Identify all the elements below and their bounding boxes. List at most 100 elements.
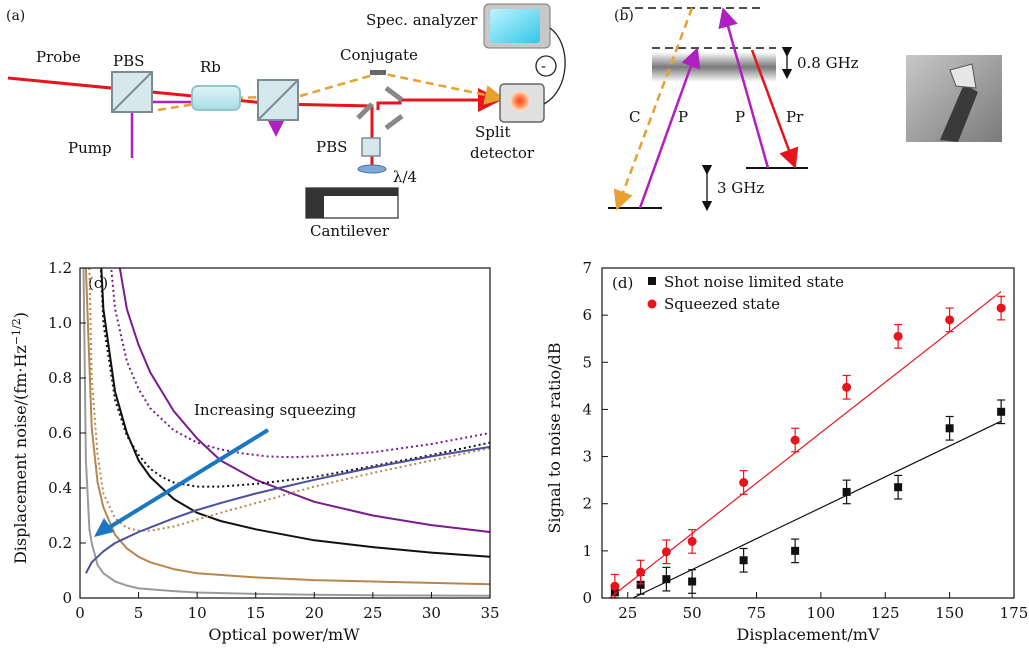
spectrum-analyzer bbox=[483, 3, 551, 49]
p2-label: P bbox=[735, 108, 745, 126]
conjugate-block bbox=[370, 70, 386, 75]
panel-a-label: (a) bbox=[6, 8, 25, 24]
chart-d-ylabel: Signal to noise ratio/dB bbox=[545, 342, 564, 533]
probe-to-detector bbox=[376, 88, 502, 112]
chart-c: (c) 0 5 10 15 20 25 30 35 0 0.2 0.4 0.6 0.8 1.0 1.2 Op… bbox=[10, 259, 500, 644]
chart-d: (d) 25 50 75 100 125 150 175 0 1 2 3 4 5 6 7 Displacem… bbox=[545, 259, 1028, 644]
chart-d-ytick-label: 7 bbox=[582, 259, 592, 277]
chart-c-frame bbox=[79, 267, 491, 599]
chart-d-xtick-label: 100 bbox=[807, 604, 836, 622]
chart-d-xtick-label: 150 bbox=[935, 604, 964, 622]
panel-a-setup: (a) Probe PBS Rb Pump Conjugate Spec. an… bbox=[6, 3, 566, 240]
chart-c-series-navy-solid bbox=[85, 445, 490, 574]
c-label: C bbox=[629, 108, 640, 126]
chart-d-xtick-label: 50 bbox=[683, 604, 702, 622]
mirror-1 bbox=[356, 102, 374, 120]
chart-d-xtick-label: 75 bbox=[747, 604, 766, 622]
chart-c-ytick-label: 0 bbox=[62, 589, 72, 607]
chart-d-point-circle bbox=[842, 382, 852, 392]
cantilever-label: Cantilever bbox=[310, 222, 390, 240]
chart-c-xtick-label: 15 bbox=[246, 604, 265, 622]
chart-d-point-square bbox=[997, 407, 1006, 416]
chart-d-point-square bbox=[945, 424, 954, 433]
chart-c-ylabel-close: ) bbox=[11, 312, 30, 318]
probe-transition bbox=[750, 49, 799, 169]
chart-d-ytick-label: 6 bbox=[582, 306, 592, 324]
chart-d-xtick-label: 125 bbox=[871, 604, 900, 622]
pbs-lower-label: PBS bbox=[316, 138, 347, 156]
chart-c-ytick-label: 0.4 bbox=[48, 479, 72, 497]
ghz08-label: 0.8 GHz bbox=[797, 54, 859, 72]
lambda-quarter-label: λ/4 bbox=[393, 168, 417, 186]
chart-c-xtick-label: 20 bbox=[305, 604, 324, 622]
chart-d-panel-label: (d) bbox=[612, 274, 633, 292]
squeezing-arrow bbox=[103, 428, 270, 532]
chart-c-ytick-label: 0.6 bbox=[48, 424, 72, 442]
pbs-top-label: PBS bbox=[113, 52, 144, 70]
squeezing-arrow-head bbox=[94, 518, 114, 537]
chart-d-point-square bbox=[842, 487, 851, 496]
chart-c-ytick-label: 1.2 bbox=[48, 259, 72, 277]
chart-d-point-circle bbox=[996, 303, 1006, 313]
mirror-3 bbox=[384, 114, 404, 130]
p1-label: P bbox=[678, 108, 688, 126]
chart-d-ytick-label: 5 bbox=[582, 353, 592, 371]
minus-label: - bbox=[541, 57, 546, 75]
chart-d-xlabel: Displacement/mV bbox=[737, 625, 880, 644]
pump-label: Pump bbox=[68, 139, 112, 157]
chart-c-xtick-label: 35 bbox=[480, 604, 499, 622]
chart-d-ytick-label: 3 bbox=[582, 448, 592, 466]
legend-circle-marker bbox=[647, 299, 657, 309]
ghz3-label: 3 GHz bbox=[717, 179, 764, 197]
chart-d-legend: Shot noise limited state Squeezed state bbox=[647, 273, 844, 313]
chart-c-series-grey-solid bbox=[82, 268, 490, 597]
pump-transition-2 bbox=[718, 7, 770, 169]
chart-d-point-circle bbox=[945, 315, 955, 325]
quarter-wave-plate bbox=[357, 164, 387, 174]
legend-squeezed: Squeezed state bbox=[664, 295, 780, 313]
chart-c-curves bbox=[82, 268, 490, 597]
legend-square-marker bbox=[648, 277, 656, 285]
chart-d-ytick-label: 0 bbox=[582, 589, 592, 607]
pbs-cube-1 bbox=[111, 71, 153, 113]
pbs-cube-lower bbox=[361, 137, 381, 157]
conjugate-label: Conjugate bbox=[340, 46, 418, 64]
chart-c-series-purple-dotted bbox=[110, 268, 490, 459]
chart-c-panel-label: (c) bbox=[88, 274, 108, 292]
chart-d-body bbox=[609, 291, 1006, 599]
chart-c-ylabel-main: Displacement noise/(fm·Hz bbox=[11, 345, 30, 564]
chart-c-ytick-label: 0.8 bbox=[48, 369, 72, 387]
chart-d-point-circle bbox=[610, 581, 620, 591]
legend-shot-noise: Shot noise limited state bbox=[664, 273, 844, 291]
cantilever-device bbox=[305, 187, 399, 219]
chart-c-xtick-label: 30 bbox=[422, 604, 441, 622]
chart-c-xtick-label: 10 bbox=[188, 604, 207, 622]
chart-c-ticks: 0 5 10 15 20 25 30 35 0 0.2 0.4 0.6 0.8 1.0 1.2 bbox=[48, 259, 499, 622]
chart-c-ylabel: Displacement noise/(fm·Hz−1/2) bbox=[10, 312, 30, 564]
chart-c-ylabel-sup: −1/2 bbox=[10, 318, 23, 345]
chart-d-point-circle bbox=[739, 478, 749, 487]
chart-c-xtick-label: 5 bbox=[134, 604, 144, 622]
pbs-cube-2 bbox=[257, 79, 299, 121]
chart-d-ytick-label: 2 bbox=[582, 495, 592, 513]
chart-c-xlabel: Optical power/mW bbox=[208, 625, 360, 644]
chart-c-series-black-dotted bbox=[99, 268, 490, 488]
chart-d-fit-square bbox=[632, 420, 1002, 599]
split-detector bbox=[499, 83, 545, 123]
chart-c-xtick-label: 0 bbox=[75, 604, 85, 622]
split-detector-label-2: detector bbox=[470, 144, 535, 162]
conjugate-beam bbox=[157, 71, 505, 112]
chart-c-annotation: Increasing squeezing bbox=[194, 401, 357, 419]
minus-circle bbox=[535, 55, 557, 77]
chart-d-point-circle bbox=[687, 536, 697, 546]
chart-d-xtick-label: 175 bbox=[1000, 604, 1029, 622]
conjugate-transition bbox=[613, 7, 694, 211]
split-detector-label-1: Split bbox=[475, 123, 511, 141]
chart-d-point-circle bbox=[893, 331, 903, 341]
rb-label: Rb bbox=[200, 58, 221, 76]
pump-transition-1 bbox=[638, 47, 701, 209]
chart-d-point-square bbox=[662, 575, 671, 584]
spec-analyzer-label: Spec. analyzer bbox=[366, 11, 478, 29]
chart-d-point-circle bbox=[636, 567, 646, 577]
